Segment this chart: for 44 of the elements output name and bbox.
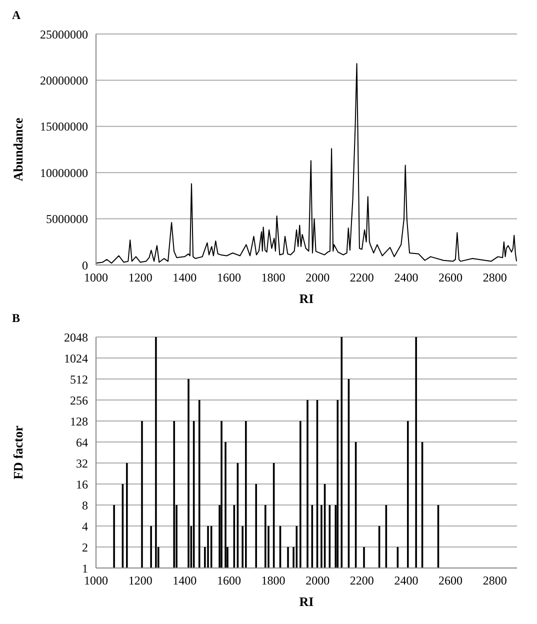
chart-title: A (11, 8, 22, 24)
y-tick-label: 5000000 (46, 212, 88, 226)
x-tick-label: 1400 (172, 270, 197, 285)
x-tick-label: 1200 (128, 574, 152, 588)
y-tick-label: 64 (76, 435, 88, 450)
x-tick-label: 2400 (394, 270, 418, 285)
y-tick-label: 2 (82, 540, 88, 554)
y-tick-label: 10000000 (40, 166, 88, 180)
y-tick-label: 25000000 (40, 27, 88, 42)
y-tick-label: 128 (70, 414, 88, 428)
x-tick-label: 2600 (438, 574, 463, 588)
x-tick-label: 2800 (482, 574, 507, 588)
y-tick-label: 256 (70, 393, 88, 408)
x-tick-label: 2200 (350, 270, 374, 285)
y-tick-label: 15000000 (40, 120, 88, 134)
x-tick-label: 2400 (394, 574, 418, 588)
y-tick-label: 16 (76, 477, 88, 492)
x-tick-label: 2800 (482, 270, 507, 285)
y-axis-title: Abundance (10, 117, 26, 182)
x-tick-label: 2600 (438, 270, 463, 285)
y-tick-label: 8 (82, 498, 88, 512)
x-tick-label: 2200 (350, 574, 374, 588)
y-tick-label: 512 (70, 372, 88, 386)
x-tick-label: 1800 (261, 574, 286, 588)
x-tick-label: 2000 (306, 574, 330, 588)
x-tick-label: 1600 (216, 574, 241, 588)
x-tick-label: 1800 (261, 270, 286, 285)
x-tick-label: 1400 (172, 574, 197, 588)
y-tick-label: 20000000 (40, 73, 88, 88)
x-tick-label: 1200 (128, 270, 152, 285)
y-tick-label: 1 (82, 561, 88, 576)
y-tick-label: 0 (82, 258, 88, 272)
y-tick-label: 1024 (64, 351, 88, 366)
x-tick-label: 2000 (306, 270, 330, 285)
x-axis-title: RI (299, 291, 314, 306)
y-tick-label: 4 (82, 519, 88, 534)
y-axis-title: FD factor (10, 425, 26, 480)
x-tick-label: 1600 (216, 270, 241, 285)
x-axis-title: RI (299, 594, 314, 609)
x-tick-label: 1000 (84, 270, 108, 285)
y-tick-label: 32 (76, 456, 88, 470)
chart-title: B (11, 311, 22, 327)
x-tick-label: 1000 (84, 574, 108, 588)
y-tick-label: 2048 (64, 330, 88, 344)
